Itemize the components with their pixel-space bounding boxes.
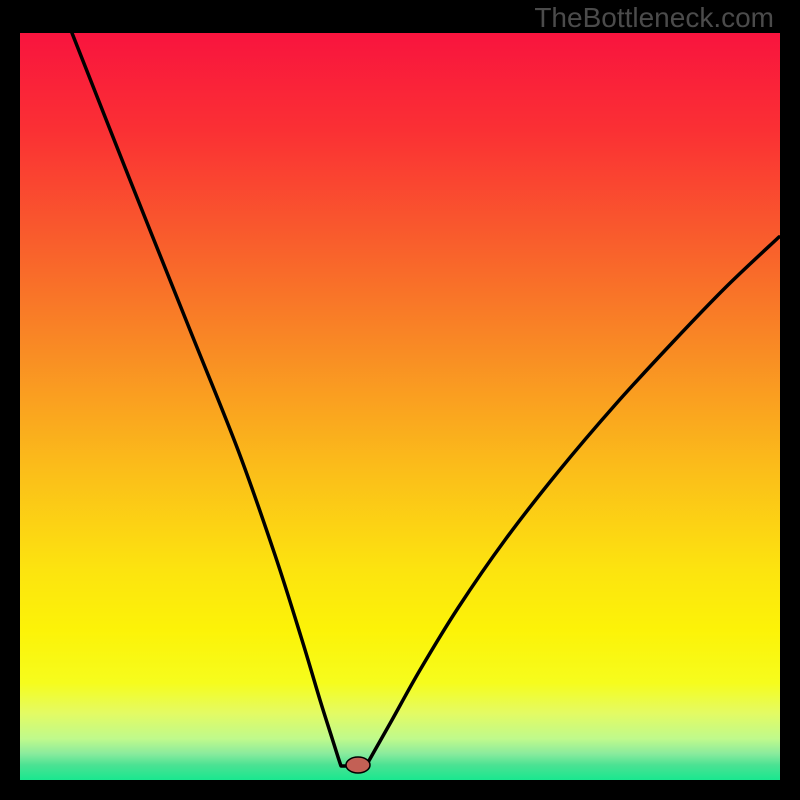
watermark-text: TheBottleneck.com bbox=[534, 2, 774, 34]
page-root: TheBottleneck.com bbox=[0, 0, 800, 800]
plot-svg bbox=[0, 0, 800, 800]
optimum-marker bbox=[346, 757, 370, 773]
gradient-background bbox=[20, 33, 780, 780]
